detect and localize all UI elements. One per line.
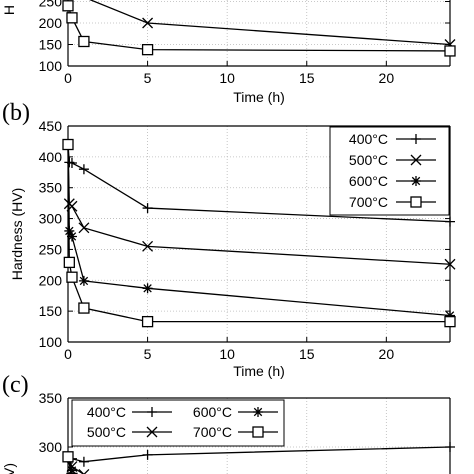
legend-marker-x bbox=[410, 154, 422, 166]
y-axis-label: V) bbox=[1, 463, 17, 474]
data-point-x bbox=[142, 240, 154, 252]
data-point-square bbox=[66, 271, 78, 283]
series-group bbox=[62, 442, 455, 474]
x-axis-label: Time (h) bbox=[233, 89, 285, 105]
data-point-x bbox=[444, 258, 456, 270]
y-tick-label: 200 bbox=[39, 272, 63, 288]
data-point-square bbox=[444, 45, 456, 57]
y-tick-label: 450 bbox=[39, 118, 63, 134]
y-tick-label: 300 bbox=[39, 211, 63, 227]
legend-label: 500°C bbox=[349, 152, 388, 168]
x-tick-label: 5 bbox=[144, 70, 152, 86]
data-point-square bbox=[66, 12, 78, 24]
legend-marker-plus bbox=[147, 407, 157, 417]
data-point-square bbox=[78, 302, 90, 314]
legend: 400°C 500°C 600°C 700°C bbox=[71, 399, 285, 447]
series-group bbox=[62, 0, 456, 57]
data-point-plus bbox=[445, 216, 455, 227]
legend-label: 700°C bbox=[193, 424, 232, 440]
legend-label: 600°C bbox=[349, 173, 388, 189]
panel-label: (b) bbox=[2, 100, 30, 126]
data-point-square bbox=[444, 315, 456, 328]
data-point-star bbox=[66, 231, 77, 242]
data-point-x bbox=[78, 222, 90, 234]
data-point-plus bbox=[78, 456, 89, 467]
y-tick-label: 150 bbox=[39, 303, 63, 319]
legend-marker-star bbox=[411, 176, 421, 186]
data-point-square bbox=[78, 35, 90, 48]
data-point-square bbox=[62, 138, 74, 151]
legend-marker-x bbox=[146, 426, 158, 438]
data-point-square bbox=[62, 0, 74, 12]
legend: 400°C 500°C 600°C 700°C bbox=[329, 126, 450, 216]
x-tick-label: 0 bbox=[64, 70, 72, 86]
data-point-plus bbox=[142, 203, 153, 214]
y-tick-label: 250 bbox=[39, 0, 63, 10]
data-point-star bbox=[66, 465, 77, 474]
y-tick-label: 350 bbox=[39, 390, 63, 406]
y-axis-label: Hardness (HV) bbox=[9, 188, 25, 281]
x-tick-label: 10 bbox=[219, 346, 235, 362]
data-point-star bbox=[78, 275, 89, 286]
data-point-plus bbox=[142, 449, 153, 460]
y-tick-label: 100 bbox=[39, 334, 63, 350]
data-point-x bbox=[142, 17, 154, 29]
legend-marker-plus bbox=[411, 134, 421, 144]
legend-box bbox=[329, 126, 450, 216]
y-tick-label: 200 bbox=[39, 15, 63, 31]
legend-marker-square bbox=[252, 426, 264, 438]
data-point-square bbox=[62, 451, 74, 463]
series-group bbox=[62, 138, 456, 328]
y-tick-label: 400 bbox=[39, 149, 63, 165]
legend-marker-square bbox=[410, 196, 422, 208]
legend-label: 700°C bbox=[349, 194, 388, 210]
data-point-square bbox=[141, 315, 154, 328]
x-tick-label: 0 bbox=[64, 346, 72, 362]
legend-box bbox=[71, 399, 285, 447]
x-tick-label: 10 bbox=[219, 70, 235, 86]
y-tick-label: 350 bbox=[39, 180, 63, 196]
x-tick-label: 20 bbox=[379, 70, 395, 86]
x-tick-label: 15 bbox=[299, 346, 315, 362]
y-tick-label: 150 bbox=[39, 37, 63, 53]
y-axis-label: H bbox=[1, 5, 17, 15]
data-point-star bbox=[142, 283, 153, 294]
panel-a: 100 150 200 250 0 5 10 15 20 Time (h) H bbox=[1, 0, 456, 105]
legend-label: 500°C bbox=[87, 424, 126, 440]
data-point-square bbox=[141, 44, 154, 56]
legend-label: 400°C bbox=[349, 131, 388, 147]
panel-b: 100 150 200 250 300 350 400 450 0 5 10 15 20 Time (h)… bbox=[2, 100, 456, 379]
y-tick-label: 100 bbox=[39, 58, 63, 74]
legend-marker-star bbox=[253, 407, 263, 417]
panel-label: (c) bbox=[2, 372, 29, 398]
series-line bbox=[67, 446, 451, 463]
y-tick-label: 300 bbox=[39, 439, 63, 455]
data-point-plus bbox=[445, 442, 455, 452]
y-tick-label: 250 bbox=[39, 241, 63, 257]
series-line bbox=[89, 0, 451, 46]
legend-label: 400°C bbox=[87, 404, 126, 420]
x-axis-label: Time (h) bbox=[233, 363, 285, 379]
legend-label: 600°C bbox=[193, 404, 232, 420]
panel-c: 300 350 V) (c) 400°C 500°C 600°C 700°C bbox=[1, 372, 455, 474]
x-tick-label: 15 bbox=[299, 70, 315, 86]
x-tick-label: 20 bbox=[379, 346, 395, 362]
x-tick-label: 5 bbox=[144, 346, 152, 362]
data-point-square bbox=[63, 256, 75, 269]
data-point-plus bbox=[78, 164, 89, 175]
data-point-x bbox=[78, 468, 90, 474]
series-line bbox=[67, 144, 450, 323]
data-point-star bbox=[445, 310, 455, 321]
